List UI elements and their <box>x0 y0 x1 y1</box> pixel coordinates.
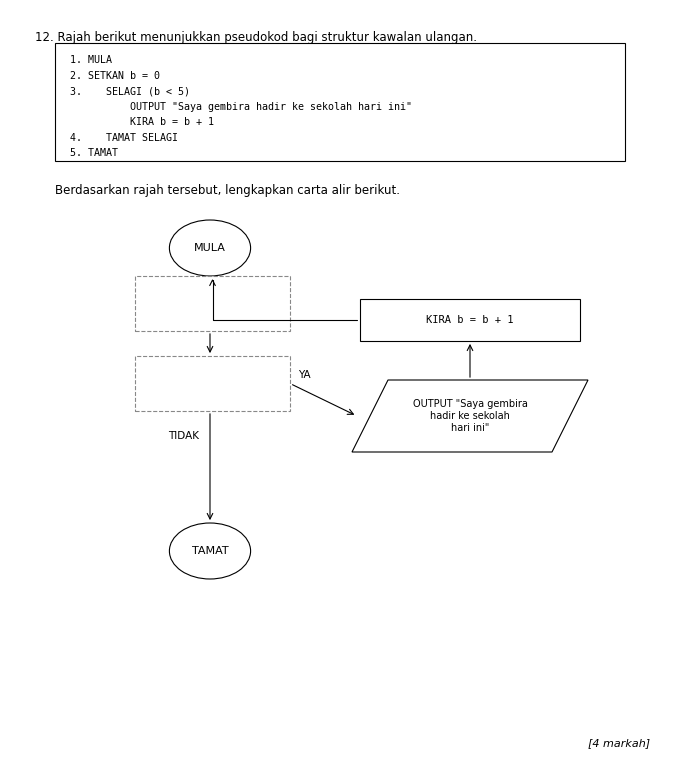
Text: 4.    TAMAT SELAGI: 4. TAMAT SELAGI <box>70 133 178 142</box>
Text: 3.    SELAGI (b < 5): 3. SELAGI (b < 5) <box>70 86 190 96</box>
Text: KIRA b = b + 1: KIRA b = b + 1 <box>70 117 214 127</box>
FancyBboxPatch shape <box>135 276 290 331</box>
Text: MULA: MULA <box>194 243 226 253</box>
Ellipse shape <box>170 220 251 276</box>
Text: [4 markah]: [4 markah] <box>588 738 650 748</box>
Text: 2. SETKAN b = 0: 2. SETKAN b = 0 <box>70 70 160 80</box>
FancyBboxPatch shape <box>360 299 580 341</box>
Text: KIRA b = b + 1: KIRA b = b + 1 <box>426 315 513 325</box>
Ellipse shape <box>170 523 251 579</box>
Text: Berdasarkan rajah tersebut, lengkapkan carta alir berikut.: Berdasarkan rajah tersebut, lengkapkan c… <box>55 184 400 197</box>
Text: TAMAT: TAMAT <box>191 546 228 556</box>
Polygon shape <box>352 380 588 452</box>
Text: 12. Rajah berikut menunjukkan pseudokod bagi struktur kawalan ulangan.: 12. Rajah berikut menunjukkan pseudokod … <box>35 31 477 44</box>
Text: YA: YA <box>298 369 311 379</box>
Text: OUTPUT "Saya gembira hadir ke sekolah hari ini": OUTPUT "Saya gembira hadir ke sekolah ha… <box>70 102 412 112</box>
Text: 5. TAMAT: 5. TAMAT <box>70 148 118 158</box>
FancyBboxPatch shape <box>135 356 290 411</box>
Text: 1. MULA: 1. MULA <box>70 55 112 65</box>
Text: OUTPUT "Saya gembira
hadir ke sekolah
hari ini": OUTPUT "Saya gembira hadir ke sekolah ha… <box>413 399 528 433</box>
FancyBboxPatch shape <box>55 43 625 161</box>
Text: TIDAK: TIDAK <box>168 431 199 441</box>
